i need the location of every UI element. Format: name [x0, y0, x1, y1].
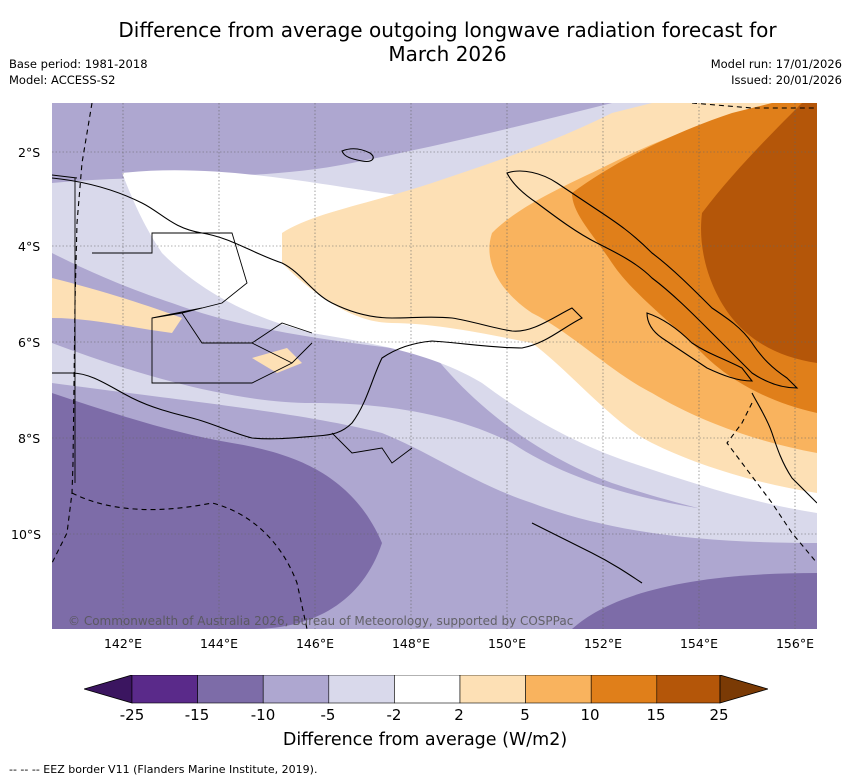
coast-north-segment	[52, 174, 78, 179]
lat-label-4s: 4°S	[18, 239, 41, 254]
colorbar-tick: -2	[386, 706, 402, 724]
colorbar-tick: 2	[454, 706, 464, 724]
lon-label-142e: 142°E	[103, 636, 142, 651]
islands-louisiade	[531, 522, 643, 584]
anomaly-band-minus15-south	[52, 393, 382, 629]
colorbar-swatch	[262, 674, 330, 704]
map-title: Difference from average outgoing longwav…	[118, 18, 777, 66]
island-north-small	[341, 148, 374, 162]
colorbar-extend-high	[719, 674, 770, 704]
coastlines	[52, 148, 817, 584]
eez-east	[691, 103, 817, 109]
colorbar-swatch	[525, 674, 592, 704]
anomaly-band-minus15-southeast	[572, 573, 817, 629]
new-guinea-coast	[52, 177, 583, 440]
colorbar-label: Difference from average (W/m2)	[282, 730, 568, 750]
colorbar-tick: -25	[119, 706, 145, 724]
eez-legend: -- -- -- EEZ border V11 (Flanders Marine…	[9, 763, 318, 776]
lon-label-144e: 144°E	[199, 636, 238, 651]
lat-label-6s: 6°S	[18, 335, 41, 350]
meta-right: Model run: 17/01/2026 Issued: 20/01/2026	[711, 56, 842, 88]
colorbar-tick: 5	[520, 706, 530, 724]
island-new-ireland	[646, 312, 754, 382]
lon-label-150e: 150°E	[487, 636, 526, 651]
lon-label-146e: 146°E	[295, 636, 334, 651]
model-run: Model run: 17/01/2026	[710, 57, 842, 71]
anomaly-band-plus15	[701, 103, 817, 363]
meta-left: Base period: 1981-2018 Model: ACCESS-S2	[9, 56, 148, 88]
colorbar-swatch	[590, 674, 658, 704]
model-name: Model: ACCESS-S2	[9, 73, 116, 87]
colorbar-swatch	[459, 674, 526, 704]
colorbar-swatch	[656, 674, 721, 704]
colorbar-tick: -10	[250, 706, 276, 724]
colorbar-swatch	[394, 674, 461, 704]
lon-label-156e: 156°E	[775, 636, 814, 651]
colorbar-tick: 15	[646, 706, 666, 724]
anomaly-band-plus2-west	[52, 278, 182, 333]
graticule	[52, 103, 817, 629]
issued-date: Issued: 20/01/2026	[731, 73, 842, 87]
anomaly-band-minus5-low	[52, 343, 817, 543]
eez-southeast	[726, 402, 817, 564]
province-lines	[92, 232, 413, 464]
lon-label-152e: 152°E	[583, 636, 622, 651]
colorbar-extend-low	[82, 674, 133, 704]
island-new-britain	[506, 170, 799, 389]
lat-label-2s: 2°S	[18, 145, 41, 160]
lat-label-10s: 10°S	[11, 527, 42, 542]
colorbar-tick: 25	[709, 706, 729, 724]
eez-borders	[52, 103, 817, 629]
lon-label-154e: 154°E	[679, 636, 718, 651]
map-panel	[52, 103, 817, 629]
colorbar-swatch	[131, 674, 198, 704]
lat-label-8s: 8°S	[18, 431, 41, 446]
eez-west	[52, 103, 93, 564]
lon-label-148e: 148°E	[391, 636, 430, 651]
colorbar-tick: -5	[320, 706, 336, 724]
islands-east	[751, 392, 817, 504]
colorbar-tick: 10	[580, 706, 600, 724]
colorbar-swatch	[328, 674, 395, 704]
anomaly-band-plus2-inland	[252, 348, 302, 373]
colorbar-swatch	[197, 674, 264, 704]
base-period: Base period: 1981-2018	[9, 57, 148, 71]
colorbar-tick: -15	[184, 706, 210, 724]
map-credit: © Commonwealth of Australia 2026, Bureau…	[68, 614, 574, 628]
colorbar	[82, 674, 770, 709]
